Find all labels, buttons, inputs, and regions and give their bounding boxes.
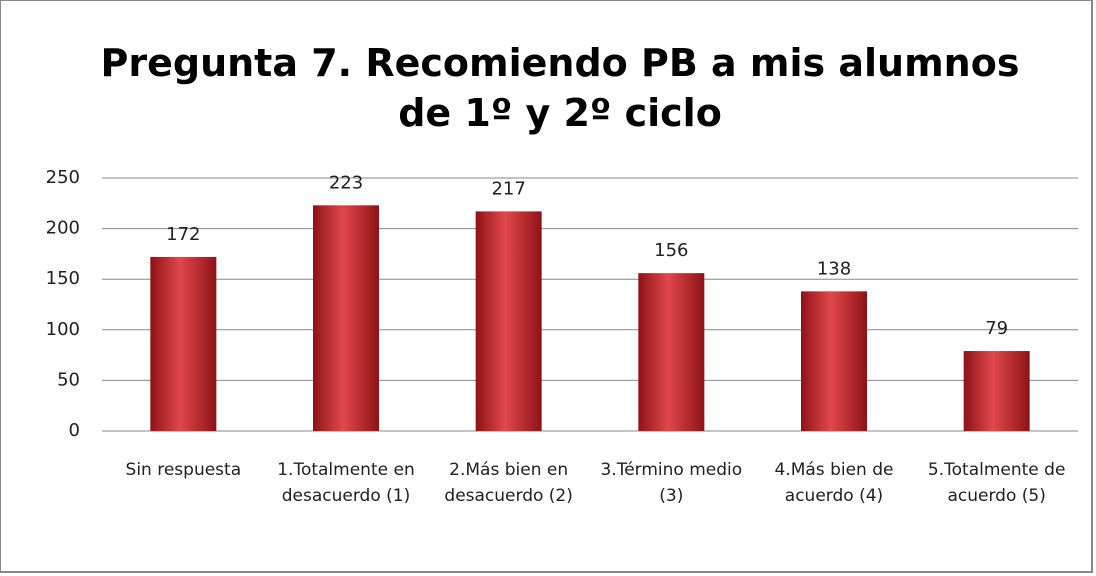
data-label: 217	[491, 178, 525, 199]
x-tick-label: 1.Totalmente en desacuerdo (1)	[277, 460, 415, 506]
y-tick-label: 0	[69, 420, 80, 441]
chart-title: Pregunta 7. Recomiendo PB a mis alumnos …	[100, 41, 1020, 135]
x-tick-label: 2.Más bien en desacuerdo (2)	[444, 460, 573, 506]
x-tick-label: 4.Más bien de acuerdo (4)	[774, 460, 894, 506]
y-tick-label: 250	[46, 167, 80, 188]
y-tick-label: 150	[46, 268, 80, 289]
bar	[313, 205, 379, 431]
data-label: 223	[329, 172, 363, 193]
y-tick-label: 100	[46, 319, 80, 340]
bar	[801, 291, 867, 431]
bar	[475, 211, 542, 431]
bar	[638, 273, 705, 431]
data-label: 156	[654, 240, 688, 261]
x-tick-label: 3.Término medio (3)	[600, 460, 743, 506]
bar	[963, 351, 1030, 431]
x-tick-label: Sin respuesta	[125, 460, 242, 480]
data-label: 172	[166, 224, 200, 245]
x-tick-label: 5.Totalmente de acuerdo (5)	[927, 460, 1066, 506]
data-label: 79	[985, 318, 1008, 339]
bar	[150, 256, 217, 431]
y-tick-label: 200	[46, 218, 80, 239]
data-label: 138	[817, 258, 851, 279]
y-tick-label: 50	[57, 369, 80, 390]
